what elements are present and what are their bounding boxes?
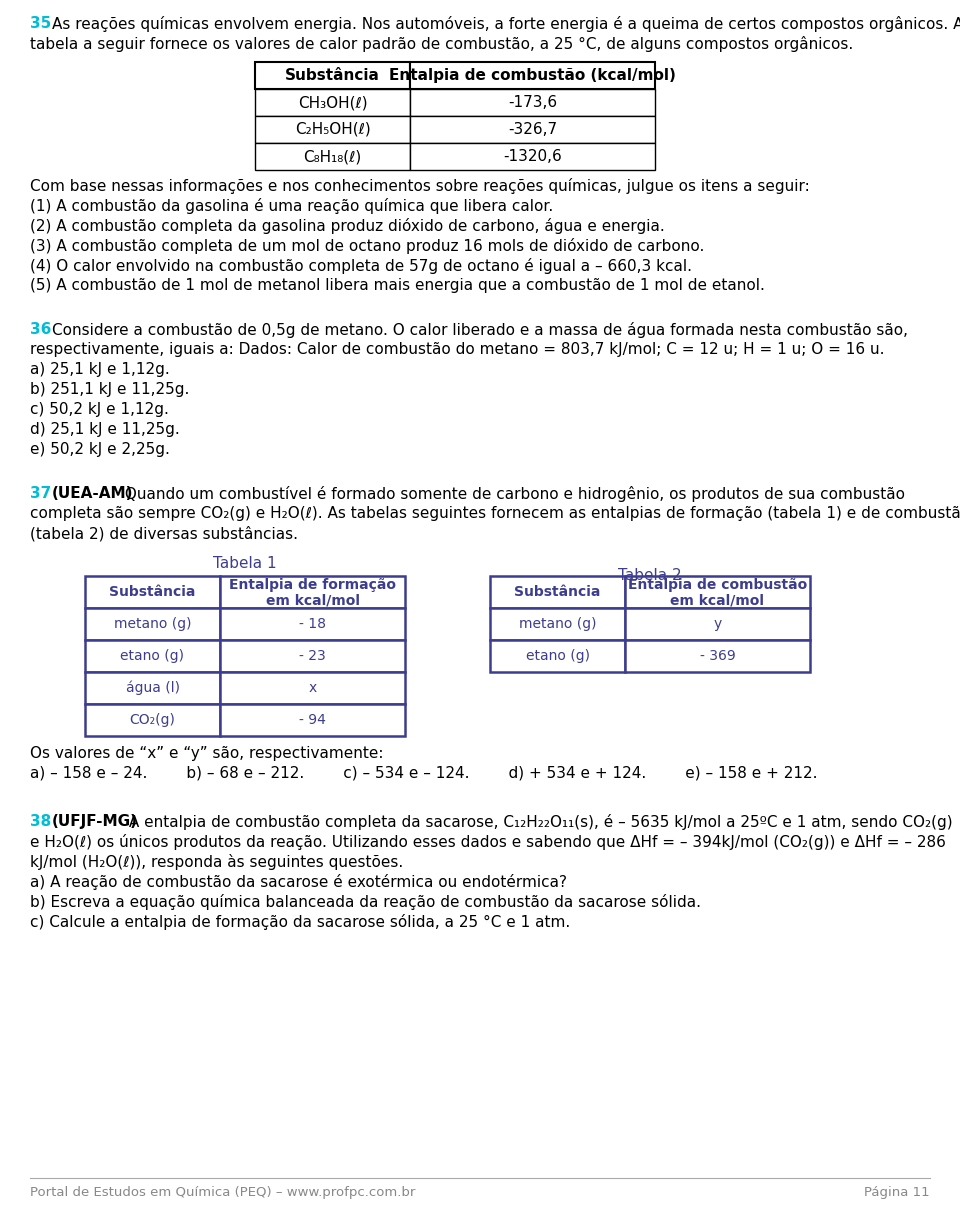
Text: tabela a seguir fornece os valores de calor padrão de combustão, a 25 °C, de alg: tabela a seguir fornece os valores de ca… [30, 36, 853, 52]
Bar [490, 608, 625, 640]
Text: em kcal/mol: em kcal/mol [670, 593, 764, 607]
Bar [220, 640, 405, 672]
Text: (3) A combustão completa de um mol de octano produz 16 mols de dióxido de carbon: (3) A combustão completa de um mol de oc… [30, 238, 705, 254]
Text: etano (g): etano (g) [525, 649, 589, 663]
Bar [220, 576, 405, 608]
Text: 38: 38 [30, 814, 51, 829]
Text: e H₂O(ℓ) os únicos produtos da reação. Utilizando esses dados e sabendo que ΔHf : e H₂O(ℓ) os únicos produtos da reação. U… [30, 835, 946, 850]
Bar [220, 672, 405, 704]
Bar [85, 704, 220, 736]
Text: 36: 36 [30, 322, 52, 336]
Text: Tabela 1: Tabela 1 [213, 556, 276, 570]
Bar [255, 116, 410, 144]
Bar [85, 608, 220, 640]
Text: CH₃OH(ℓ): CH₃OH(ℓ) [298, 95, 368, 110]
Text: CO₂(g): CO₂(g) [130, 713, 176, 727]
Text: metano (g): metano (g) [518, 617, 596, 631]
Text: a) A reação de combustão da sacarose é exotérmica ou endotérmica?: a) A reação de combustão da sacarose é e… [30, 874, 567, 890]
Text: respectivamente, iguais a: Dados: Calor de combustão do metano = 803,7 kJ/mol; C: respectivamente, iguais a: Dados: Calor … [30, 343, 884, 357]
Text: metano (g): metano (g) [113, 617, 191, 631]
Bar [255, 144, 410, 170]
Bar [220, 608, 405, 640]
Bar [220, 704, 405, 736]
Text: a) – 158 e – 24.        b) – 68 e – 212.        c) – 534 e – 124.        d) + 53: a) – 158 e – 24. b) – 68 e – 212. c) – 5… [30, 766, 818, 781]
Text: Com base nessas informações e nos conhecimentos sobre reações químicas, julgue o: Com base nessas informações e nos conhec… [30, 178, 809, 194]
Bar [255, 62, 410, 89]
Text: (1) A combustão da gasolina é uma reação química que libera calor.: (1) A combustão da gasolina é uma reação… [30, 198, 553, 213]
Text: completa são sempre CO₂(g) e H₂O(ℓ). As tabelas seguintes fornecem as entalpias : completa são sempre CO₂(g) e H₂O(ℓ). As … [30, 507, 960, 521]
Bar [410, 116, 655, 144]
Text: c) Calcule a entalpia de formação da sacarose sólida, a 25 °C e 1 atm.: c) Calcule a entalpia de formação da sac… [30, 914, 570, 930]
Text: Quando um combustível é formado somente de carbono e hidrogênio, os produtos de : Quando um combustível é formado somente … [120, 486, 905, 502]
Text: Substância: Substância [109, 585, 196, 599]
Bar [490, 640, 625, 672]
Bar [625, 640, 810, 672]
Bar [255, 89, 410, 116]
Text: (tabela 2) de diversas substâncias.: (tabela 2) de diversas substâncias. [30, 526, 298, 541]
Text: (UFJF-MG): (UFJF-MG) [52, 814, 138, 829]
Text: b) Escreva a equação química balanceada da reação de combustão da sacarose sólid: b) Escreva a equação química balanceada … [30, 894, 701, 911]
Text: - 94: - 94 [300, 713, 326, 727]
Text: Entalpia de combustão (kcal/mol): Entalpia de combustão (kcal/mol) [389, 68, 676, 83]
Text: e) 50,2 kJ e 2,25g.: e) 50,2 kJ e 2,25g. [30, 443, 170, 457]
Bar [85, 672, 220, 704]
Text: y: y [713, 617, 722, 631]
Text: A entalpia de combustão completa da sacarose, C₁₂H₂₂O₁₁(s), é – 5635 kJ/mol a 25: A entalpia de combustão completa da saca… [124, 814, 952, 830]
Text: Entalpia de combustão: Entalpia de combustão [628, 578, 807, 592]
Text: -173,6: -173,6 [508, 95, 557, 110]
Bar [490, 576, 625, 608]
Text: C₂H₅OH(ℓ): C₂H₅OH(ℓ) [295, 122, 371, 137]
Text: Os valores de “x” e “y” são, respectivamente:: Os valores de “x” e “y” são, respectivam… [30, 747, 383, 761]
Text: Considere a combustão de 0,5g de metano. O calor liberado e a massa de água form: Considere a combustão de 0,5g de metano.… [52, 322, 908, 338]
Bar [625, 608, 810, 640]
Text: b) 251,1 kJ e 11,25g.: b) 251,1 kJ e 11,25g. [30, 382, 189, 397]
Text: Página 11: Página 11 [864, 1185, 930, 1199]
Text: (2) A combustão completa da gasolina produz dióxido de carbono, água e energia.: (2) A combustão completa da gasolina pro… [30, 218, 664, 234]
Bar [85, 640, 220, 672]
Text: (5) A combustão de 1 mol de metanol libera mais energia que a combustão de 1 mol: (5) A combustão de 1 mol de metanol libe… [30, 279, 765, 293]
Text: As reações químicas envolvem energia. Nos automóveis, a forte energia é a queima: As reações químicas envolvem energia. No… [52, 16, 960, 33]
Text: a) 25,1 kJ e 1,12g.: a) 25,1 kJ e 1,12g. [30, 362, 170, 377]
Bar [85, 576, 220, 608]
Text: - 23: - 23 [300, 649, 325, 663]
Text: c) 50,2 kJ e 1,12g.: c) 50,2 kJ e 1,12g. [30, 402, 169, 417]
Text: d) 25,1 kJ e 11,25g.: d) 25,1 kJ e 11,25g. [30, 422, 180, 437]
Bar [410, 89, 655, 116]
Text: x: x [308, 681, 317, 695]
Text: -1320,6: -1320,6 [503, 150, 562, 164]
Text: -326,7: -326,7 [508, 122, 557, 137]
Text: 35: 35 [30, 16, 51, 31]
Text: kJ/mol (H₂O(ℓ)), responda às seguintes questões.: kJ/mol (H₂O(ℓ)), responda às seguintes q… [30, 854, 403, 870]
Text: Substância: Substância [515, 585, 601, 599]
Text: C₈H₁₈(ℓ): C₈H₁₈(ℓ) [303, 150, 362, 164]
Text: em kcal/mol: em kcal/mol [266, 593, 359, 607]
Text: Portal de Estudos em Química (PEQ) – www.profpc.com.br: Portal de Estudos em Química (PEQ) – www… [30, 1185, 416, 1199]
Text: 37: 37 [30, 486, 51, 500]
Bar [410, 62, 655, 89]
Text: (4) O calor envolvido na combustão completa de 57g de octano é igual a – 660,3 k: (4) O calor envolvido na combustão compl… [30, 258, 692, 274]
Text: - 369: - 369 [700, 649, 735, 663]
Text: Entalpia de formação: Entalpia de formação [229, 578, 396, 592]
Text: água (l): água (l) [126, 680, 180, 695]
Text: - 18: - 18 [299, 617, 326, 631]
Text: Tabela 2: Tabela 2 [618, 568, 682, 582]
Text: etano (g): etano (g) [121, 649, 184, 663]
Bar [625, 576, 810, 608]
Text: (UEA-AM): (UEA-AM) [52, 486, 133, 500]
Bar [410, 144, 655, 170]
Text: Substância: Substância [285, 68, 380, 83]
